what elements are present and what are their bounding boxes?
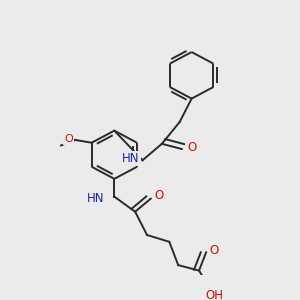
Text: OH: OH	[206, 289, 224, 300]
Text: O: O	[64, 134, 73, 144]
Text: O: O	[154, 189, 164, 202]
Text: HN: HN	[122, 152, 140, 165]
Text: HN: HN	[86, 191, 104, 205]
Text: O: O	[187, 141, 196, 154]
Text: O: O	[209, 244, 218, 256]
